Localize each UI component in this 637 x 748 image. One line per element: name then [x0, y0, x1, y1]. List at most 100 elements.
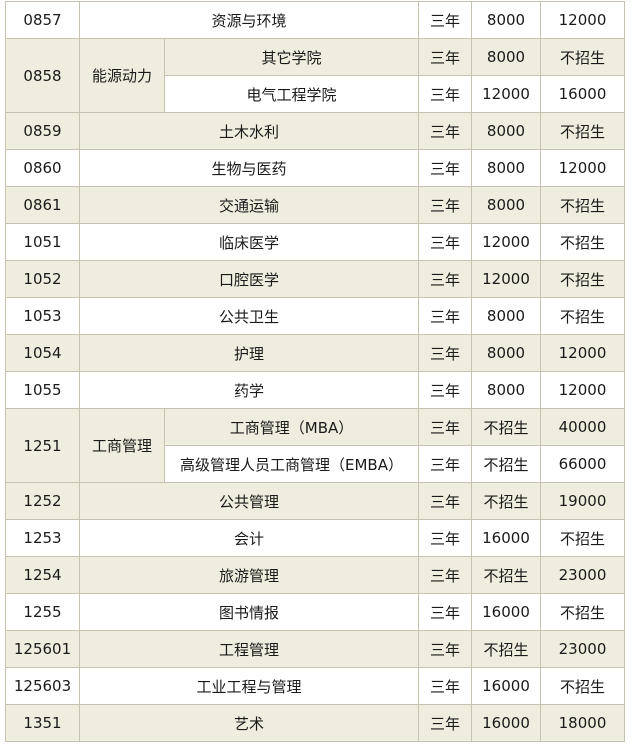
- table-row: 125601 工程管理 三年 不招生 23000: [5, 630, 625, 668]
- major-code: 0858: [5, 38, 80, 113]
- part-time-fee: 40000: [540, 408, 625, 446]
- major-name: 口腔医学: [79, 260, 419, 298]
- major-code: 125603: [5, 667, 80, 705]
- study-years: 三年: [418, 334, 472, 372]
- study-years: 三年: [418, 1, 472, 39]
- part-time-fee: 不招生: [540, 186, 625, 224]
- major-code: 1052: [5, 260, 80, 298]
- major-name: 药学: [79, 371, 419, 409]
- part-time-fee: 不招生: [540, 519, 625, 557]
- study-years: 三年: [418, 482, 472, 520]
- major-code: 0859: [5, 112, 80, 150]
- study-years: 三年: [418, 556, 472, 594]
- full-time-fee: 不招生: [471, 445, 541, 483]
- study-years: 三年: [418, 75, 472, 113]
- study-years: 三年: [418, 667, 472, 705]
- part-time-fee: 66000: [540, 445, 625, 483]
- major-name: 土木水利: [79, 112, 419, 150]
- part-time-fee: 12000: [540, 1, 625, 39]
- table-row: 电气工程学院 三年 12000 16000: [6, 75, 625, 113]
- major-code: 1351: [5, 704, 80, 742]
- full-time-fee: 不招生: [471, 408, 541, 446]
- study-years: 三年: [418, 593, 472, 631]
- study-years: 三年: [418, 223, 472, 261]
- full-time-fee: 不招生: [471, 556, 541, 594]
- full-time-fee: 8000: [471, 334, 541, 372]
- sub-direction-name: 高级管理人员工商管理（EMBA）: [164, 445, 419, 483]
- major-name: 护理: [79, 334, 419, 372]
- table-row: 125603 工业工程与管理 三年 16000 不招生: [5, 667, 625, 705]
- table-row: 高级管理人员工商管理（EMBA） 三年 不招生 66000: [6, 445, 625, 483]
- sub-direction-name: 电气工程学院: [164, 75, 419, 113]
- full-time-fee: 16000: [471, 704, 541, 742]
- full-time-fee: 8000: [471, 186, 541, 224]
- study-years: 三年: [418, 408, 472, 446]
- table-row: 0858 能源动力 其它学院 三年 8000 不招生: [5, 38, 625, 113]
- major-code: 1254: [5, 556, 80, 594]
- full-time-fee: 8000: [471, 38, 541, 76]
- table-row: 1052 口腔医学 三年 12000 不招生: [5, 260, 625, 298]
- study-years: 三年: [418, 112, 472, 150]
- major-name: 临床医学: [79, 223, 419, 261]
- part-time-fee: 不招生: [540, 667, 625, 705]
- study-years: 三年: [418, 630, 472, 668]
- major-name: 艺术: [79, 704, 419, 742]
- full-time-fee: 12000: [471, 223, 541, 261]
- major-code: 125601: [5, 630, 80, 668]
- full-time-fee: 8000: [471, 1, 541, 39]
- major-name: 资源与环境: [79, 1, 419, 39]
- major-code: 1051: [5, 223, 80, 261]
- major-name: 会计: [79, 519, 419, 557]
- major-group-name: 能源动力: [79, 38, 165, 113]
- part-time-fee: 不招生: [540, 112, 625, 150]
- table-row: 1252 公共管理 三年 不招生 19000: [5, 482, 625, 520]
- part-time-fee: 16000: [540, 75, 625, 113]
- full-time-fee: 12000: [471, 260, 541, 298]
- table-row: 1255 图书情报 三年 16000 不招生: [5, 593, 625, 631]
- table-row: 0860 生物与医药 三年 8000 12000: [5, 149, 625, 187]
- major-name: 工程管理: [79, 630, 419, 668]
- study-years: 三年: [418, 260, 472, 298]
- part-time-fee: 12000: [540, 334, 625, 372]
- major-code: 1253: [5, 519, 80, 557]
- major-code: 0860: [5, 149, 80, 187]
- table-row: 0857 资源与环境 三年 8000 12000: [5, 1, 625, 39]
- study-years: 三年: [418, 38, 472, 76]
- table-row: 1051 临床医学 三年 12000 不招生: [5, 223, 625, 261]
- full-time-fee: 16000: [471, 519, 541, 557]
- full-time-fee: 16000: [471, 667, 541, 705]
- sub-direction-name: 工商管理（MBA）: [164, 408, 419, 446]
- table-row: 1253 会计 三年 16000 不招生: [5, 519, 625, 557]
- study-years: 三年: [418, 186, 472, 224]
- part-time-fee: 23000: [540, 556, 625, 594]
- full-time-fee: 8000: [471, 371, 541, 409]
- major-code: 0857: [5, 1, 80, 39]
- study-years: 三年: [418, 704, 472, 742]
- table-row: 1055 药学 三年 8000 12000: [5, 371, 625, 409]
- major-name: 公共管理: [79, 482, 419, 520]
- part-time-fee: 12000: [540, 149, 625, 187]
- study-years: 三年: [418, 519, 472, 557]
- full-time-fee: 不招生: [471, 482, 541, 520]
- study-years: 三年: [418, 297, 472, 335]
- table-row: 1054 护理 三年 8000 12000: [5, 334, 625, 372]
- major-name: 旅游管理: [79, 556, 419, 594]
- part-time-fee: 不招生: [540, 223, 625, 261]
- part-time-fee: 不招生: [540, 593, 625, 631]
- study-years: 三年: [418, 445, 472, 483]
- major-code: 1054: [5, 334, 80, 372]
- table-row: 1351 艺术 三年 16000 18000: [5, 704, 625, 742]
- full-time-fee: 8000: [471, 149, 541, 187]
- major-code: 1255: [5, 593, 80, 631]
- major-name: 工业工程与管理: [79, 667, 419, 705]
- full-time-fee: 不招生: [471, 630, 541, 668]
- study-years: 三年: [418, 371, 472, 409]
- tuition-table: 0857 资源与环境 三年 8000 12000 0858 能源动力 其它学院 …: [5, 1, 625, 742]
- part-time-fee: 19000: [540, 482, 625, 520]
- major-code: 0861: [5, 186, 80, 224]
- major-name: 图书情报: [79, 593, 419, 631]
- part-time-fee: 12000: [540, 371, 625, 409]
- major-group-name: 工商管理: [79, 408, 165, 483]
- full-time-fee: 16000: [471, 593, 541, 631]
- part-time-fee: 不招生: [540, 260, 625, 298]
